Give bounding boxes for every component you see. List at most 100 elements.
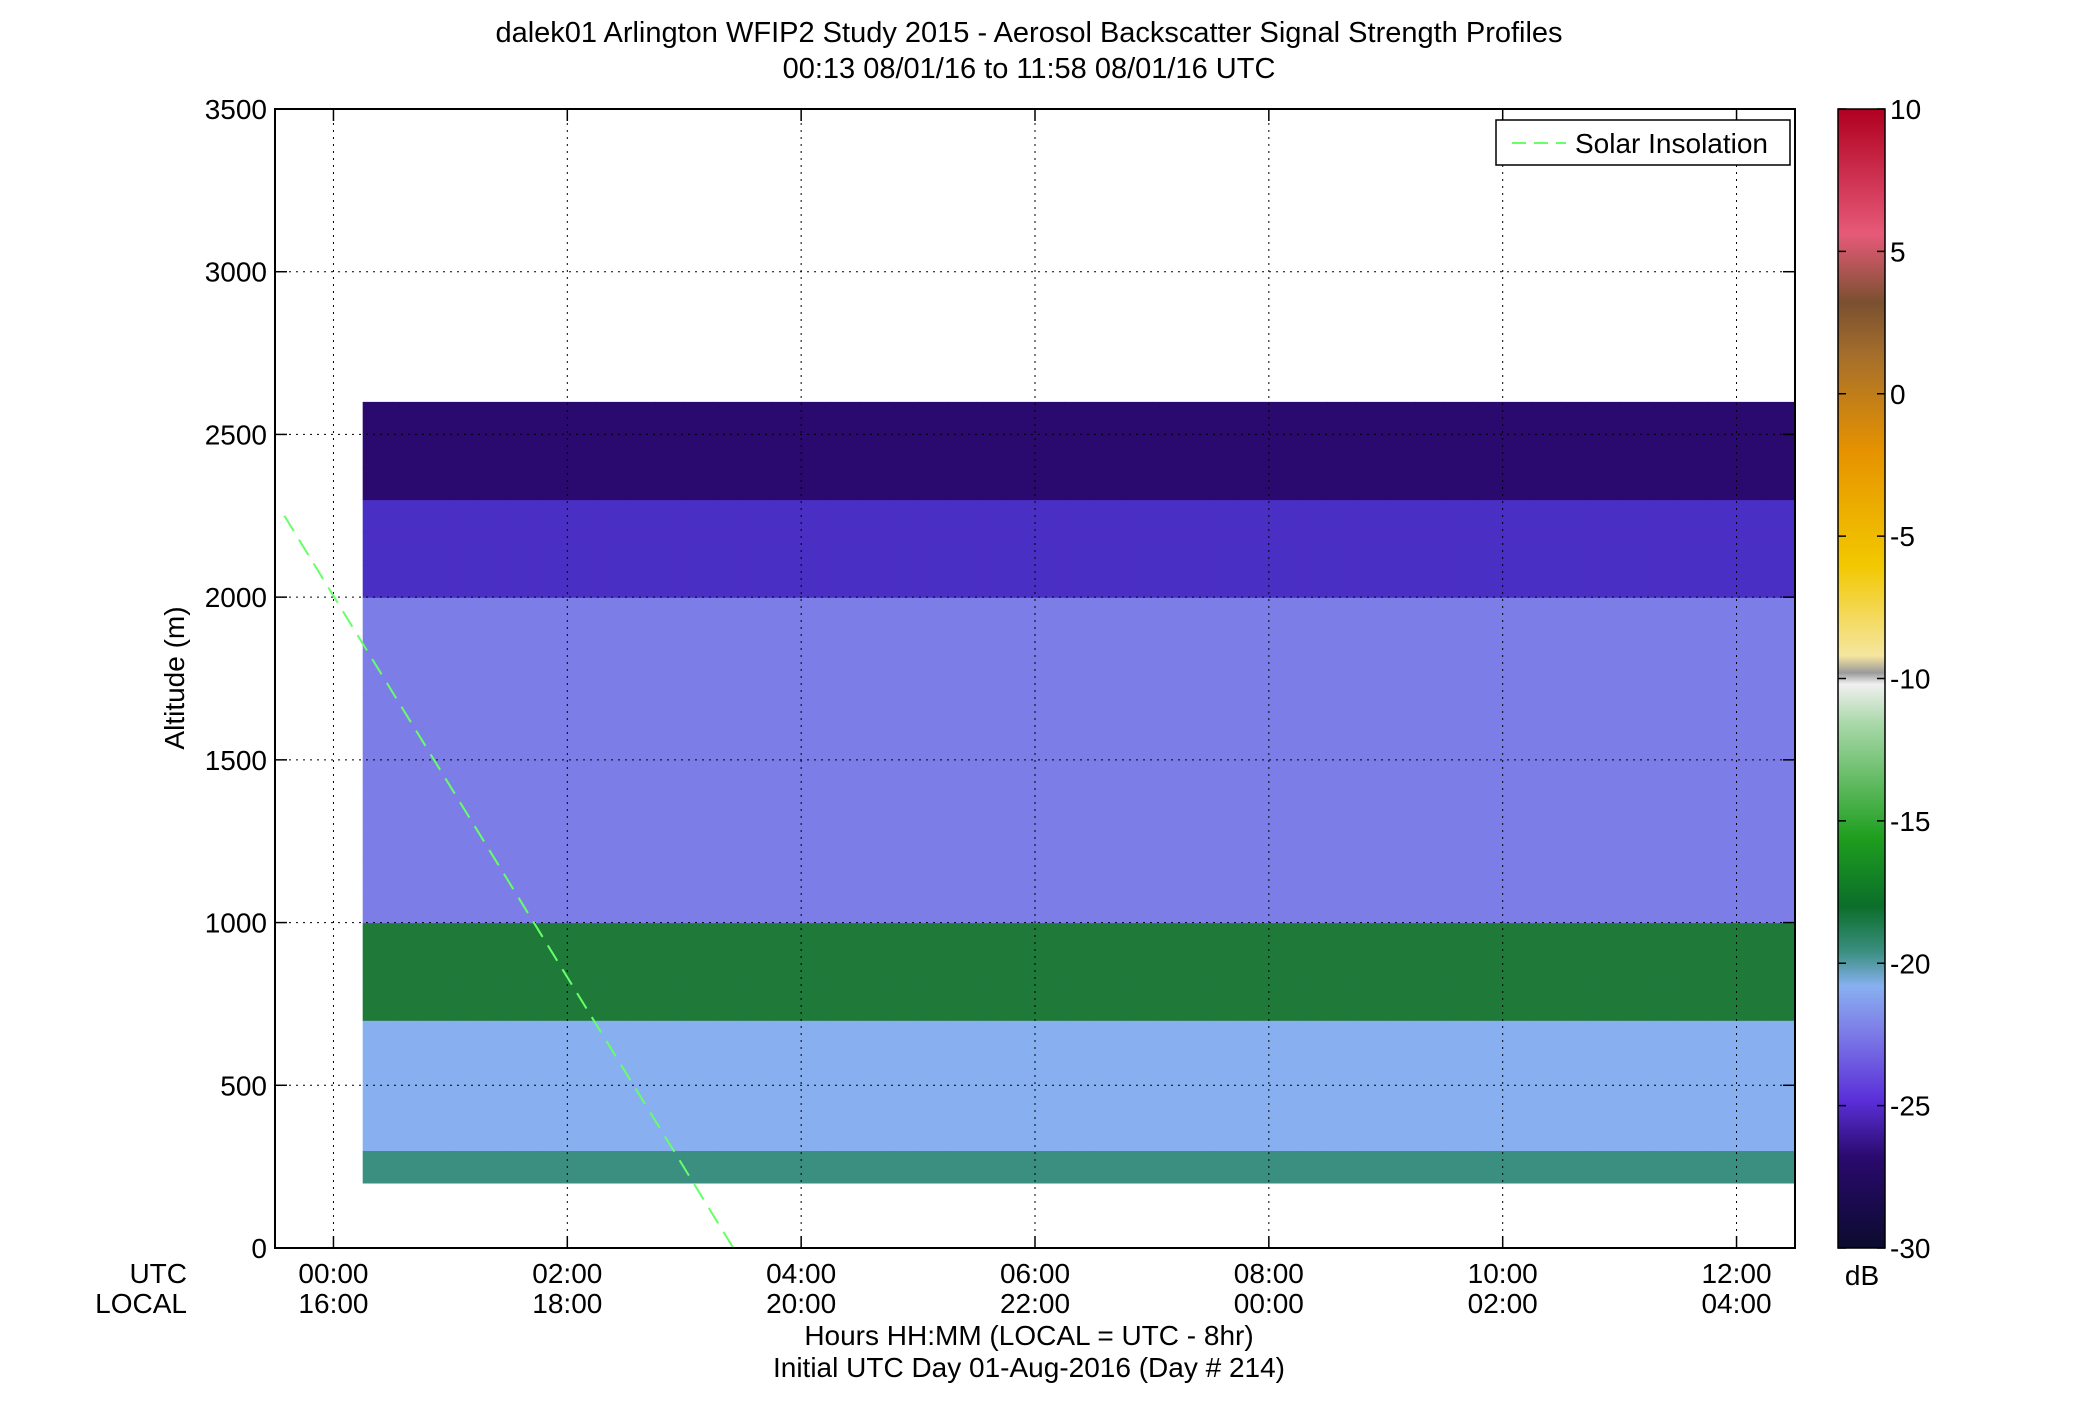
heatmap-cell (771, 922, 802, 956)
heatmap-cell (1385, 1085, 1416, 1119)
heatmap-cell (1415, 890, 1445, 924)
heatmap-cell (450, 564, 481, 598)
heatmap-cell (508, 1117, 539, 1151)
heatmap-cell (947, 922, 978, 956)
y-tick-label: 1500 (205, 745, 267, 776)
heatmap-cell (1531, 597, 1562, 631)
heatmap-cell (1765, 792, 1796, 826)
heatmap-cell (742, 662, 773, 696)
heatmap-cell (1239, 401, 1270, 436)
heatmap-cell (625, 694, 656, 728)
heatmap-cell (1590, 499, 1621, 533)
heatmap-cell (1298, 466, 1328, 501)
heatmap-cell (1210, 499, 1241, 533)
heatmap-cell (1151, 694, 1182, 728)
heatmap-cell (1356, 466, 1387, 501)
heatmap-cell (1122, 564, 1153, 598)
heatmap-cell (976, 564, 1007, 598)
heatmap-cell (1093, 987, 1124, 1021)
heatmap-cell (888, 1020, 919, 1054)
heatmap-cell (1035, 824, 1065, 859)
heatmap-cell (1619, 662, 1650, 696)
heatmap-cell (1502, 987, 1533, 1021)
heatmap-cell (1093, 694, 1124, 728)
heatmap-cell (479, 890, 510, 924)
heatmap-cell (1473, 1085, 1504, 1119)
heatmap-cell (771, 532, 802, 566)
heatmap-cell (1648, 662, 1679, 696)
heatmap-cell (1765, 1150, 1796, 1184)
heatmap-cell (1707, 1150, 1738, 1184)
heatmap-cell (1561, 532, 1591, 566)
heatmap-cell (888, 662, 919, 696)
heatmap-cell (947, 597, 978, 631)
heatmap-cell (1444, 1085, 1475, 1119)
heatmap-cell (947, 1020, 978, 1054)
heatmap-cell (567, 955, 598, 989)
heatmap-cell (1707, 1085, 1738, 1119)
heatmap-cell (362, 987, 393, 1021)
heatmap-cell (1590, 727, 1621, 761)
heatmap-cell (1005, 857, 1036, 891)
heatmap-cell (830, 1085, 861, 1119)
heatmap-cell (1619, 792, 1650, 826)
heatmap-cell (1151, 597, 1182, 631)
heatmap-cell (450, 532, 481, 566)
x-tick-label-utc: 00:00 (298, 1258, 368, 1289)
heatmap-cell (391, 1020, 422, 1054)
heatmap-cell (1239, 1117, 1270, 1151)
heatmap-cell (1736, 564, 1767, 598)
heatmap-cell (1151, 824, 1182, 859)
heatmap-cell (918, 662, 948, 696)
heatmap-cell (391, 759, 422, 793)
heatmap-cell (1268, 1117, 1299, 1151)
heatmap-cell (1327, 597, 1358, 631)
heatmap-cell (1268, 955, 1299, 989)
heatmap-cell (1444, 401, 1475, 436)
heatmap-cell (625, 1020, 656, 1054)
heatmap-cell (479, 1085, 510, 1119)
colorbar-tick-label: -25 (1890, 1091, 1930, 1122)
heatmap-cell (1678, 532, 1708, 566)
heatmap-cell (713, 1150, 744, 1184)
heatmap-cell (450, 857, 481, 891)
heatmap-cell (1151, 1117, 1182, 1151)
heatmap-cell (859, 857, 890, 891)
heatmap-cell (1707, 759, 1738, 793)
heatmap-cell (391, 597, 422, 631)
heatmap-cell (362, 824, 393, 859)
heatmap-cell (1181, 1117, 1211, 1151)
heatmap-cell (976, 1085, 1007, 1119)
heatmap-cell (1415, 434, 1445, 468)
heatmap-cell (947, 532, 978, 566)
heatmap-cell (538, 564, 568, 598)
heatmap-cell (1005, 694, 1036, 728)
heatmap-cell (362, 434, 393, 468)
heatmap-cell (976, 597, 1007, 631)
heatmap-cell (1385, 922, 1416, 956)
heatmap-cell (830, 499, 861, 533)
heatmap-cell (976, 857, 1007, 891)
heatmap-cell (918, 727, 948, 761)
heatmap-cell (1151, 564, 1182, 598)
heatmap-cell (1765, 1020, 1796, 1054)
heatmap-cell (1648, 759, 1679, 793)
heatmap-cell (742, 857, 773, 891)
heatmap-cell (1561, 564, 1591, 598)
heatmap-cell (596, 1052, 627, 1086)
heatmap-cell (1035, 466, 1065, 501)
heatmap-cell (1590, 629, 1621, 663)
heatmap-cell (976, 1150, 1007, 1184)
heatmap-cell (918, 890, 948, 924)
heatmap-cell (391, 1117, 422, 1151)
heatmap-cell (1415, 662, 1445, 696)
heatmap-cell (888, 564, 919, 598)
heatmap-cell (1298, 792, 1328, 826)
x-tick-label-local: 04:00 (1701, 1288, 1771, 1319)
heatmap-cell (859, 532, 890, 566)
heatmap-cell (1035, 922, 1065, 956)
heatmap-cell (976, 434, 1007, 468)
heatmap-cell (1736, 1020, 1767, 1054)
heatmap-cell (713, 987, 744, 1021)
heatmap-cell (1444, 1150, 1475, 1184)
